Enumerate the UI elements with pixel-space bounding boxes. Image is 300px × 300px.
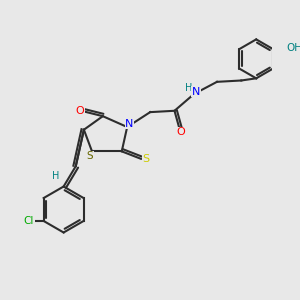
- Text: OH: OH: [287, 43, 300, 53]
- Text: S: S: [86, 151, 93, 161]
- Text: O: O: [76, 106, 85, 116]
- Text: N: N: [192, 87, 200, 97]
- Text: N: N: [125, 119, 134, 129]
- Text: Cl: Cl: [24, 216, 34, 226]
- Text: H: H: [52, 171, 60, 181]
- Text: S: S: [142, 154, 150, 164]
- Text: H: H: [185, 83, 193, 93]
- Text: O: O: [176, 128, 185, 137]
